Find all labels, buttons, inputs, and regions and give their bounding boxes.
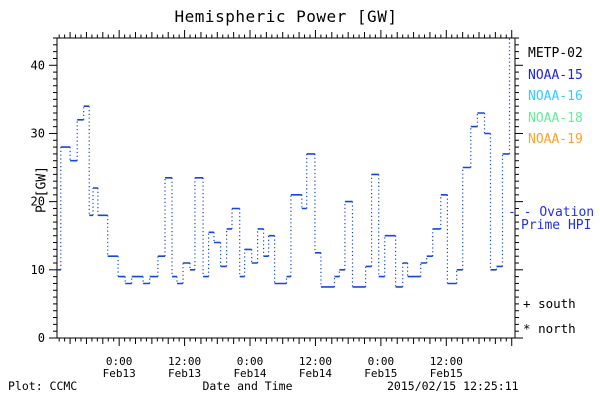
plot-frame xyxy=(56,37,516,339)
x-tick-time-label: 12:00 xyxy=(299,355,332,368)
y-tick-label: 30 xyxy=(31,126,45,140)
ovation-dash-marker: - - xyxy=(508,205,532,220)
legend-item-noaa-19: NOAA-19 xyxy=(528,132,583,147)
north-label: north xyxy=(538,321,576,336)
x-tick-date-label: Feb15 xyxy=(430,367,463,380)
legend-item-noaa-18: NOAA-18 xyxy=(528,110,583,126)
x-tick-time-label: 12:00 xyxy=(430,355,463,368)
x-tick-date-label: Feb15 xyxy=(364,367,397,380)
ovation-label-line1: Ovation xyxy=(539,205,595,220)
legend-item-noaa-15: NOAA-15 xyxy=(528,67,583,83)
asterisk-marker-icon: * xyxy=(523,321,531,336)
plot-timestamp: 2015/02/15 12:25:11 xyxy=(387,379,519,393)
legend-north-marker: * north xyxy=(523,321,576,336)
x-tick-date-label: Feb13 xyxy=(168,367,201,380)
south-label: south xyxy=(538,296,576,311)
x-tick-time-label: 0:00 xyxy=(237,355,264,368)
plus-marker-icon: + xyxy=(523,296,531,311)
y-tick-label: 0 xyxy=(38,331,45,345)
plot-credit: Plot: CCMC xyxy=(8,379,78,393)
legend-item-noaa-16: NOAA-16 xyxy=(528,89,583,104)
y-axis-label: P [GW] xyxy=(34,166,50,213)
legend-south-marker: + south xyxy=(523,296,576,311)
chart-title: Hemispheric Power [GW] xyxy=(174,7,398,26)
ovation-hpi-curve-vertical xyxy=(60,38,511,287)
x-tick-date-label: Feb14 xyxy=(299,367,332,380)
x-axis-label: Date and Time xyxy=(202,379,293,393)
ovation-label-line2: Prime HPI xyxy=(521,218,592,233)
ovation-hpi-curve xyxy=(57,105,510,288)
x-tick-time-label: 0:00 xyxy=(106,355,133,368)
legend-item-metp-02: METP-02 xyxy=(528,46,583,61)
legend-satellites: METP-02 NOAA-15 NOAA-16 NOAA-18 NOAA-19 xyxy=(528,43,583,151)
y-tick-label: 20 xyxy=(31,195,45,209)
x-tick-date-label: Feb14 xyxy=(233,367,266,380)
x-tick-time-label: 12:00 xyxy=(168,355,201,368)
x-tick-date-label: Feb13 xyxy=(103,367,136,380)
y-tick-label: 10 xyxy=(31,263,45,277)
x-tick-time-label: 0:00 xyxy=(368,355,395,368)
y-tick-label: 40 xyxy=(31,58,45,72)
legend-ovation-prime-hpi: - - Ovation Prime HPI xyxy=(508,206,594,232)
